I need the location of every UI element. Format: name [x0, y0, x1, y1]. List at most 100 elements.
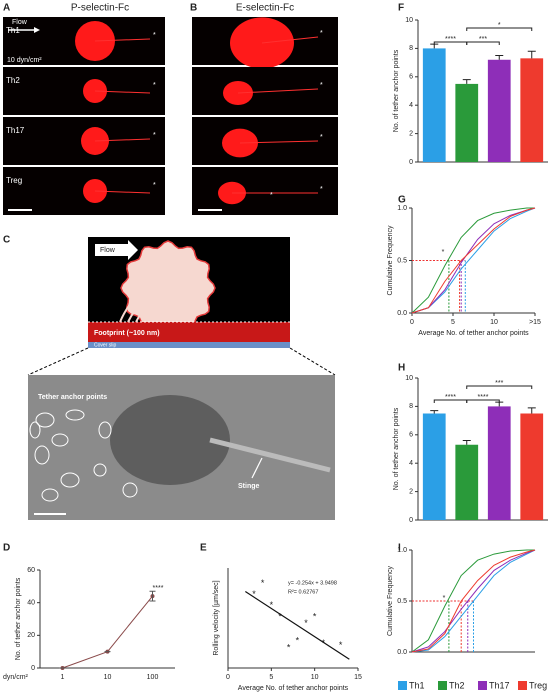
y-tick-label: 10 — [405, 17, 413, 24]
panel-label: H — [398, 363, 405, 374]
bar — [455, 83, 479, 162]
cover-slip — [88, 342, 290, 348]
x-tick-label: 10 — [104, 674, 112, 681]
tether-outline — [122, 482, 138, 498]
series-line — [411, 549, 535, 653]
y-axis-label: No. of tether anchor points — [15, 577, 22, 660]
asterisk: * — [320, 82, 323, 89]
cover-slip-label: Cover slip — [94, 342, 116, 348]
error-bar — [462, 79, 471, 84]
error-bar — [527, 50, 536, 59]
asterisk: * — [153, 32, 156, 39]
annotation: * — [443, 595, 446, 602]
asterisk: * — [153, 82, 156, 89]
bar — [455, 444, 479, 520]
error-bar — [527, 407, 536, 414]
bar — [422, 48, 446, 162]
y-tick-label: 0 — [31, 665, 35, 672]
legend-label: Treg — [529, 680, 547, 690]
flow-label: Flow — [100, 247, 116, 254]
y-tick-label: 40 — [27, 600, 35, 607]
annotation: **** — [153, 585, 164, 592]
y-tick-label: 1.0 — [397, 205, 407, 212]
legend-swatch — [398, 681, 407, 690]
annotation: R²= 0.62767 — [288, 589, 318, 595]
tether-outline — [35, 412, 55, 428]
tether-outline — [29, 421, 41, 439]
series-line — [411, 549, 536, 653]
y-tick-label: 0.0 — [397, 649, 407, 656]
legend-label: Th17 — [489, 680, 510, 690]
x-tick-label: 1 — [61, 674, 65, 681]
row-label: Treg — [6, 176, 22, 185]
y-axis-label: Cumulative Frequency — [387, 565, 394, 636]
asterisk: * — [320, 134, 323, 141]
legend-swatch — [518, 681, 527, 690]
y-tick-label: 60 — [27, 567, 35, 574]
y-tick-label: 6 — [409, 74, 413, 81]
sem-cell — [110, 395, 230, 485]
annotation: y= -0.254x + 3.9498 — [288, 580, 337, 586]
bar — [487, 406, 511, 520]
point: * — [304, 618, 308, 628]
x-tick-label: 100 — [147, 674, 159, 681]
significance-bracket — [466, 399, 500, 403]
stinger-arrow — [251, 457, 263, 479]
y-tick-label: 6 — [409, 432, 413, 439]
y-tick-label: 0.0 — [397, 310, 407, 317]
tether-outline — [98, 421, 112, 439]
point: * — [313, 611, 317, 621]
point: * — [261, 578, 265, 588]
point: * — [296, 636, 300, 646]
panel-label: C — [3, 235, 10, 246]
tether — [237, 88, 319, 94]
y-tick-label: 10 — [405, 375, 413, 382]
bar — [520, 58, 544, 163]
zoom-line — [27, 347, 89, 376]
asterisk: * — [153, 132, 156, 139]
x-tick-label: 15 — [354, 674, 362, 681]
panel-label: G — [398, 195, 406, 206]
y-tick-label: 1.0 — [397, 547, 407, 554]
x-tick-label: 5 — [269, 674, 273, 681]
y-tick-label: 2 — [409, 130, 413, 137]
x-tick-label: >15 — [529, 319, 541, 326]
tether — [94, 90, 151, 94]
column-title: P-selectin-Fc — [71, 3, 129, 14]
stinger-label: Stinge — [238, 483, 259, 490]
tether-outline — [34, 445, 50, 465]
micrograph — [192, 167, 338, 215]
y-tick-label: 4 — [409, 460, 413, 467]
legend-label: Th2 — [449, 680, 465, 690]
significance-label: **** — [478, 394, 489, 401]
x-tick-label: 0 — [410, 319, 414, 326]
x-tick-label: 10 — [311, 674, 319, 681]
tether-outline — [93, 463, 107, 477]
y-axis-label: Rolling velocity [µm/sec] — [213, 580, 220, 655]
footprint-label: Footprint (~100 nm) — [94, 330, 160, 337]
panel-label: B — [190, 3, 197, 14]
asterisk: * — [320, 186, 323, 193]
error-bar — [495, 55, 504, 60]
significance-bracket — [466, 385, 533, 389]
panel-label: A — [3, 3, 10, 14]
tether-outline — [51, 433, 69, 447]
microvilli — [119, 299, 149, 323]
significance-label: * — [498, 22, 501, 29]
significance-bracket — [466, 41, 500, 45]
error-bar — [430, 410, 439, 414]
series-line — [411, 207, 535, 314]
series-line — [62, 595, 153, 669]
point: * — [252, 589, 256, 599]
x-tick-label: 0 — [226, 674, 230, 681]
y-tick-label: 0 — [409, 159, 413, 166]
column-title: E-selectin-Fc — [236, 3, 294, 14]
x-axis-label: Average No. of tether anchor points — [238, 685, 349, 692]
y-axis-label: No. of tether anchor points — [393, 407, 400, 490]
y-tick-label: 20 — [27, 632, 35, 639]
x-axis-label: dyn/cm² — [3, 674, 29, 681]
flow-label: Flow — [12, 19, 28, 26]
significance-label: *** — [479, 36, 487, 43]
bar — [422, 413, 446, 520]
